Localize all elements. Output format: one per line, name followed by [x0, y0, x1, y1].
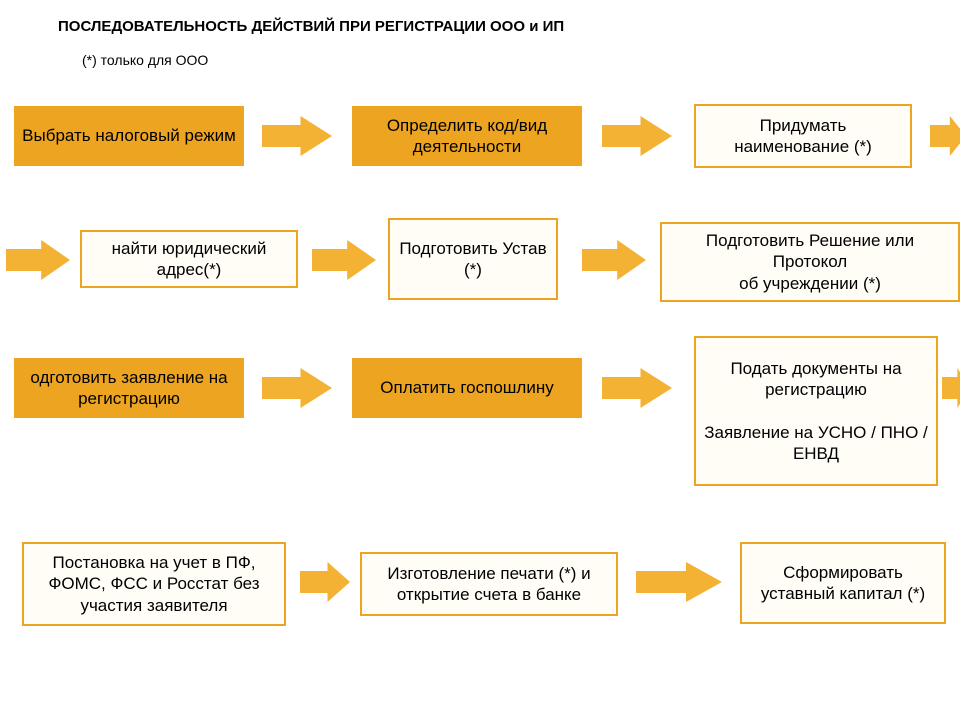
- page-title: ПОСЛЕДОВАТЕЛЬНОСТЬ ДЕЙСТВИЙ ПРИ РЕГИСТРА…: [58, 18, 564, 35]
- flow-arrow-a5: [312, 240, 376, 280]
- flow-arrow-a4: [6, 240, 70, 280]
- flow-arrow-a3: [930, 116, 960, 156]
- flow-box-b1: Выбрать налоговый режим: [14, 106, 244, 166]
- flow-arrow-a1: [262, 116, 332, 156]
- flow-arrow-a8: [602, 368, 672, 408]
- flow-box-b9: Подать документы на регистрацию Заявлени…: [694, 336, 938, 486]
- flow-box-b7: одготовить заявление на регистрацию: [14, 358, 244, 418]
- flow-arrow-a2: [602, 116, 672, 156]
- flow-box-b5: Подготовить Устав (*): [388, 218, 558, 300]
- flow-arrow-a11: [636, 562, 722, 602]
- flow-box-b3: Придумать наименование (*): [694, 104, 912, 168]
- flow-box-b8: Оплатить госпошлину: [352, 358, 582, 418]
- flow-arrow-a10: [300, 562, 350, 602]
- flow-box-b4: найти юридический адрес(*): [80, 230, 298, 288]
- flow-box-b6: Подготовить Решение или Протокол об учре…: [660, 222, 960, 302]
- flow-arrow-a6: [582, 240, 646, 280]
- flow-box-b10: Постановка на учет в ПФ, ФОМС, ФСС и Рос…: [22, 542, 286, 626]
- flow-arrow-a7: [262, 368, 332, 408]
- flow-box-b2: Определить код/вид деятельности: [352, 106, 582, 166]
- page-subtitle: (*) только для ООО: [82, 52, 208, 68]
- flow-box-b12: Сформировать уставный капитал (*): [740, 542, 946, 624]
- flow-arrow-a9: [942, 368, 960, 408]
- flow-box-b11: Изготовление печати (*) и открытие счета…: [360, 552, 618, 616]
- flowchart-canvas: ПОСЛЕДОВАТЕЛЬНОСТЬ ДЕЙСТВИЙ ПРИ РЕГИСТРА…: [0, 0, 960, 720]
